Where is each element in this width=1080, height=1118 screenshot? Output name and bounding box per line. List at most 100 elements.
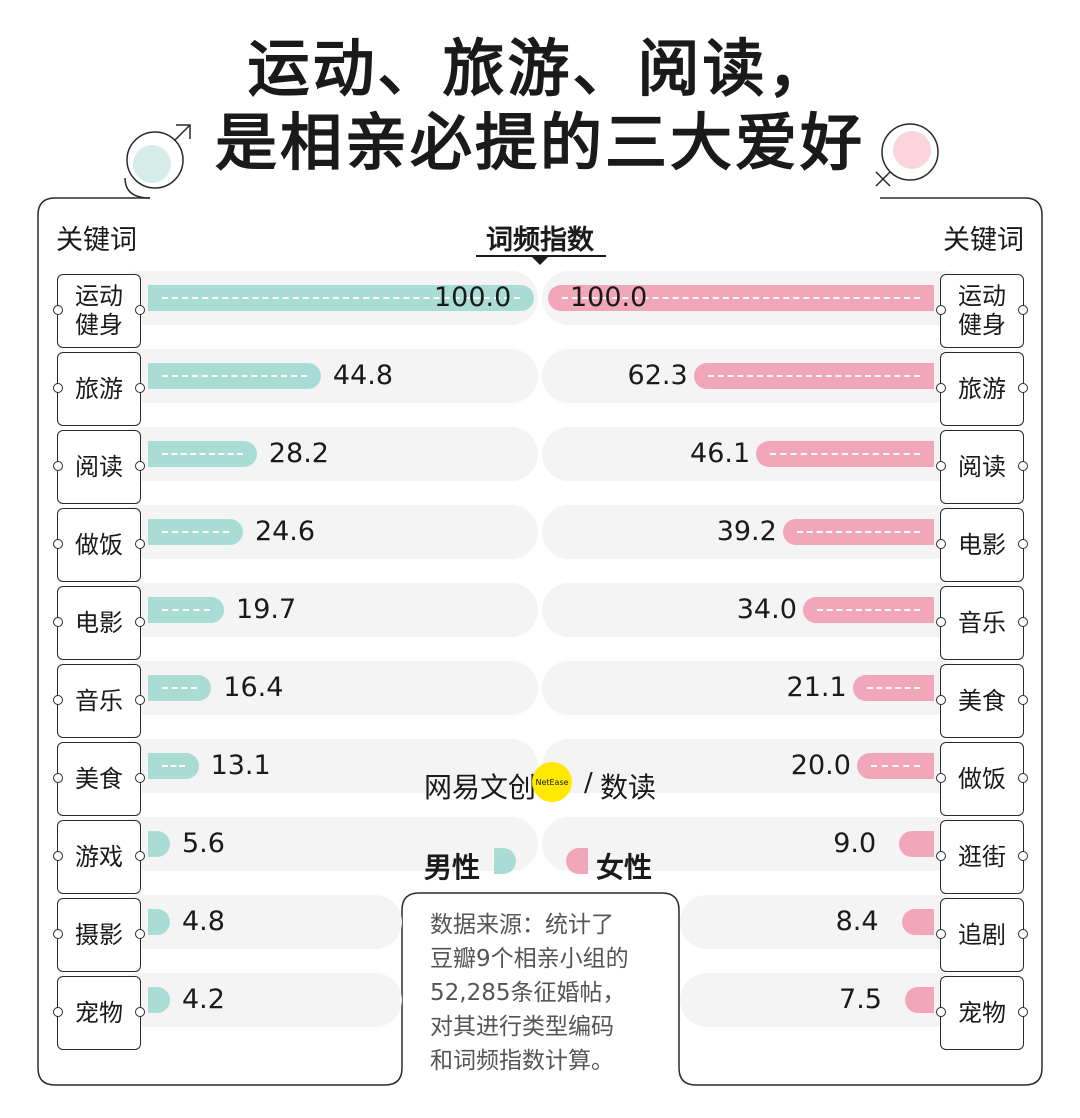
keyword-box-female: 阅读 bbox=[936, 430, 1028, 504]
keyword-knob bbox=[1018, 617, 1028, 627]
keyword-knob bbox=[1018, 929, 1028, 939]
bar-dash bbox=[770, 453, 920, 455]
header-keyword-left: 关键词 bbox=[56, 225, 137, 256]
keyword-knob bbox=[53, 695, 63, 705]
female-value-label: 34.0 bbox=[736, 594, 797, 625]
keyword-knob bbox=[936, 461, 946, 471]
keyword-knob bbox=[53, 461, 63, 471]
keyword-box-male: 摄影 bbox=[53, 898, 145, 972]
keyword-box-male: 旅游 bbox=[53, 352, 145, 426]
male-value-label: 19.7 bbox=[236, 594, 297, 625]
male-bar bbox=[148, 519, 243, 545]
keyword-label: 旅游 bbox=[75, 374, 123, 403]
chart-title-line2: 是相亲必提的三大爱好 bbox=[214, 106, 865, 179]
keyword-box-female: 运动健身 bbox=[936, 274, 1028, 348]
male-value-label: 16.4 bbox=[223, 672, 284, 703]
keyword-knob bbox=[936, 851, 946, 861]
keyword-label: 电影 bbox=[75, 608, 123, 637]
header-caret-icon bbox=[532, 257, 548, 265]
female-bar bbox=[899, 831, 934, 857]
keyword-label: 宠物 bbox=[958, 998, 1006, 1027]
header-keyword-right: 关键词 bbox=[943, 225, 1024, 256]
header-index: 词频指数 bbox=[486, 225, 594, 256]
keyword-knob bbox=[53, 617, 63, 627]
keyword-label: 摄影 bbox=[75, 920, 123, 949]
male-bar bbox=[148, 285, 534, 311]
female-value-label: 100.0 bbox=[570, 282, 648, 313]
bar-dash bbox=[816, 609, 920, 611]
male-bar bbox=[148, 987, 170, 1013]
keyword-knob bbox=[936, 383, 946, 393]
keyword-knob bbox=[936, 1007, 946, 1017]
legend-female-swatch bbox=[566, 848, 588, 874]
bar-dash bbox=[796, 531, 920, 533]
keyword-label: 电影 bbox=[958, 530, 1006, 559]
keyword-knob bbox=[135, 851, 145, 861]
male-value-label: 4.8 bbox=[182, 906, 225, 937]
bar-dash bbox=[162, 297, 520, 299]
female-bar bbox=[856, 753, 934, 779]
keyword-knob bbox=[936, 695, 946, 705]
legend-male: 男性 bbox=[424, 846, 480, 886]
brand-badge: NetEase bbox=[532, 762, 572, 802]
male-bar bbox=[148, 909, 170, 935]
male-bar bbox=[148, 363, 321, 389]
female-bar bbox=[548, 285, 934, 311]
keyword-label: 阅读 bbox=[75, 452, 123, 481]
female-cross-icon bbox=[875, 171, 891, 187]
source-line: 和词频指数计算。 bbox=[430, 1048, 614, 1074]
keyword-box-male: 音乐 bbox=[53, 664, 145, 738]
keyword-label: 阅读 bbox=[958, 452, 1006, 481]
source-line: 52,285条征婚帖， bbox=[430, 980, 626, 1006]
row-track-female bbox=[542, 817, 970, 871]
female-bar bbox=[802, 597, 934, 623]
keyword-box-female: 音乐 bbox=[936, 586, 1028, 660]
keyword-box-female: 做饭 bbox=[936, 742, 1028, 816]
legend-female: 女性 bbox=[596, 846, 652, 886]
keyword-label: 美食 bbox=[75, 764, 123, 793]
keyword-label: 追剧 bbox=[958, 920, 1006, 949]
keyword-box-male: 运动健身 bbox=[53, 274, 145, 348]
keyword-label: 美食 bbox=[958, 686, 1006, 715]
keyword-knob bbox=[135, 695, 145, 705]
male-bar bbox=[148, 441, 257, 467]
keyword-knob bbox=[936, 539, 946, 549]
keyword-knob bbox=[936, 305, 946, 315]
female-bar bbox=[782, 519, 934, 545]
keyword-label: 逛街 bbox=[958, 842, 1006, 871]
frame-outline bbox=[37, 197, 1043, 1086]
female-symbol-icon bbox=[881, 123, 939, 181]
female-bar bbox=[756, 441, 934, 467]
keyword-box-male: 美食 bbox=[53, 742, 145, 816]
keyword-label: 旅游 bbox=[958, 374, 1006, 403]
bar-dash bbox=[562, 297, 920, 299]
keyword-knob bbox=[53, 305, 63, 315]
keyword-box-female: 美食 bbox=[936, 664, 1028, 738]
keyword-knob bbox=[53, 851, 63, 861]
bar-dash bbox=[162, 609, 211, 611]
bar-dash bbox=[866, 687, 920, 689]
keyword-label: 音乐 bbox=[958, 608, 1006, 637]
bar-dash bbox=[162, 531, 229, 533]
female-bar bbox=[901, 909, 934, 935]
female-value-label: 62.3 bbox=[627, 360, 688, 391]
keyword-knob bbox=[135, 461, 145, 471]
keyword-box-male: 做饭 bbox=[53, 508, 145, 582]
keyword-knob bbox=[135, 1007, 145, 1017]
keyword-knob bbox=[1018, 851, 1028, 861]
female-bar bbox=[693, 363, 934, 389]
keyword-knob bbox=[936, 617, 946, 627]
keyword-knob bbox=[135, 929, 145, 939]
keyword-knob bbox=[936, 929, 946, 939]
source-line: 数据来源：统计了 bbox=[430, 912, 614, 938]
legend-female-label: 女性 bbox=[596, 851, 653, 884]
male-bar bbox=[148, 597, 225, 623]
keyword-knob bbox=[53, 539, 63, 549]
source-line: 豆瓣9个相亲小组的 bbox=[430, 946, 629, 972]
bar-dash bbox=[162, 375, 307, 377]
legend-male-label: 男性 bbox=[424, 851, 481, 884]
keyword-knob bbox=[1018, 461, 1028, 471]
bar-dash bbox=[870, 765, 920, 767]
female-value-label: 7.5 bbox=[839, 984, 882, 1015]
keyword-box-female: 逛街 bbox=[936, 820, 1028, 894]
